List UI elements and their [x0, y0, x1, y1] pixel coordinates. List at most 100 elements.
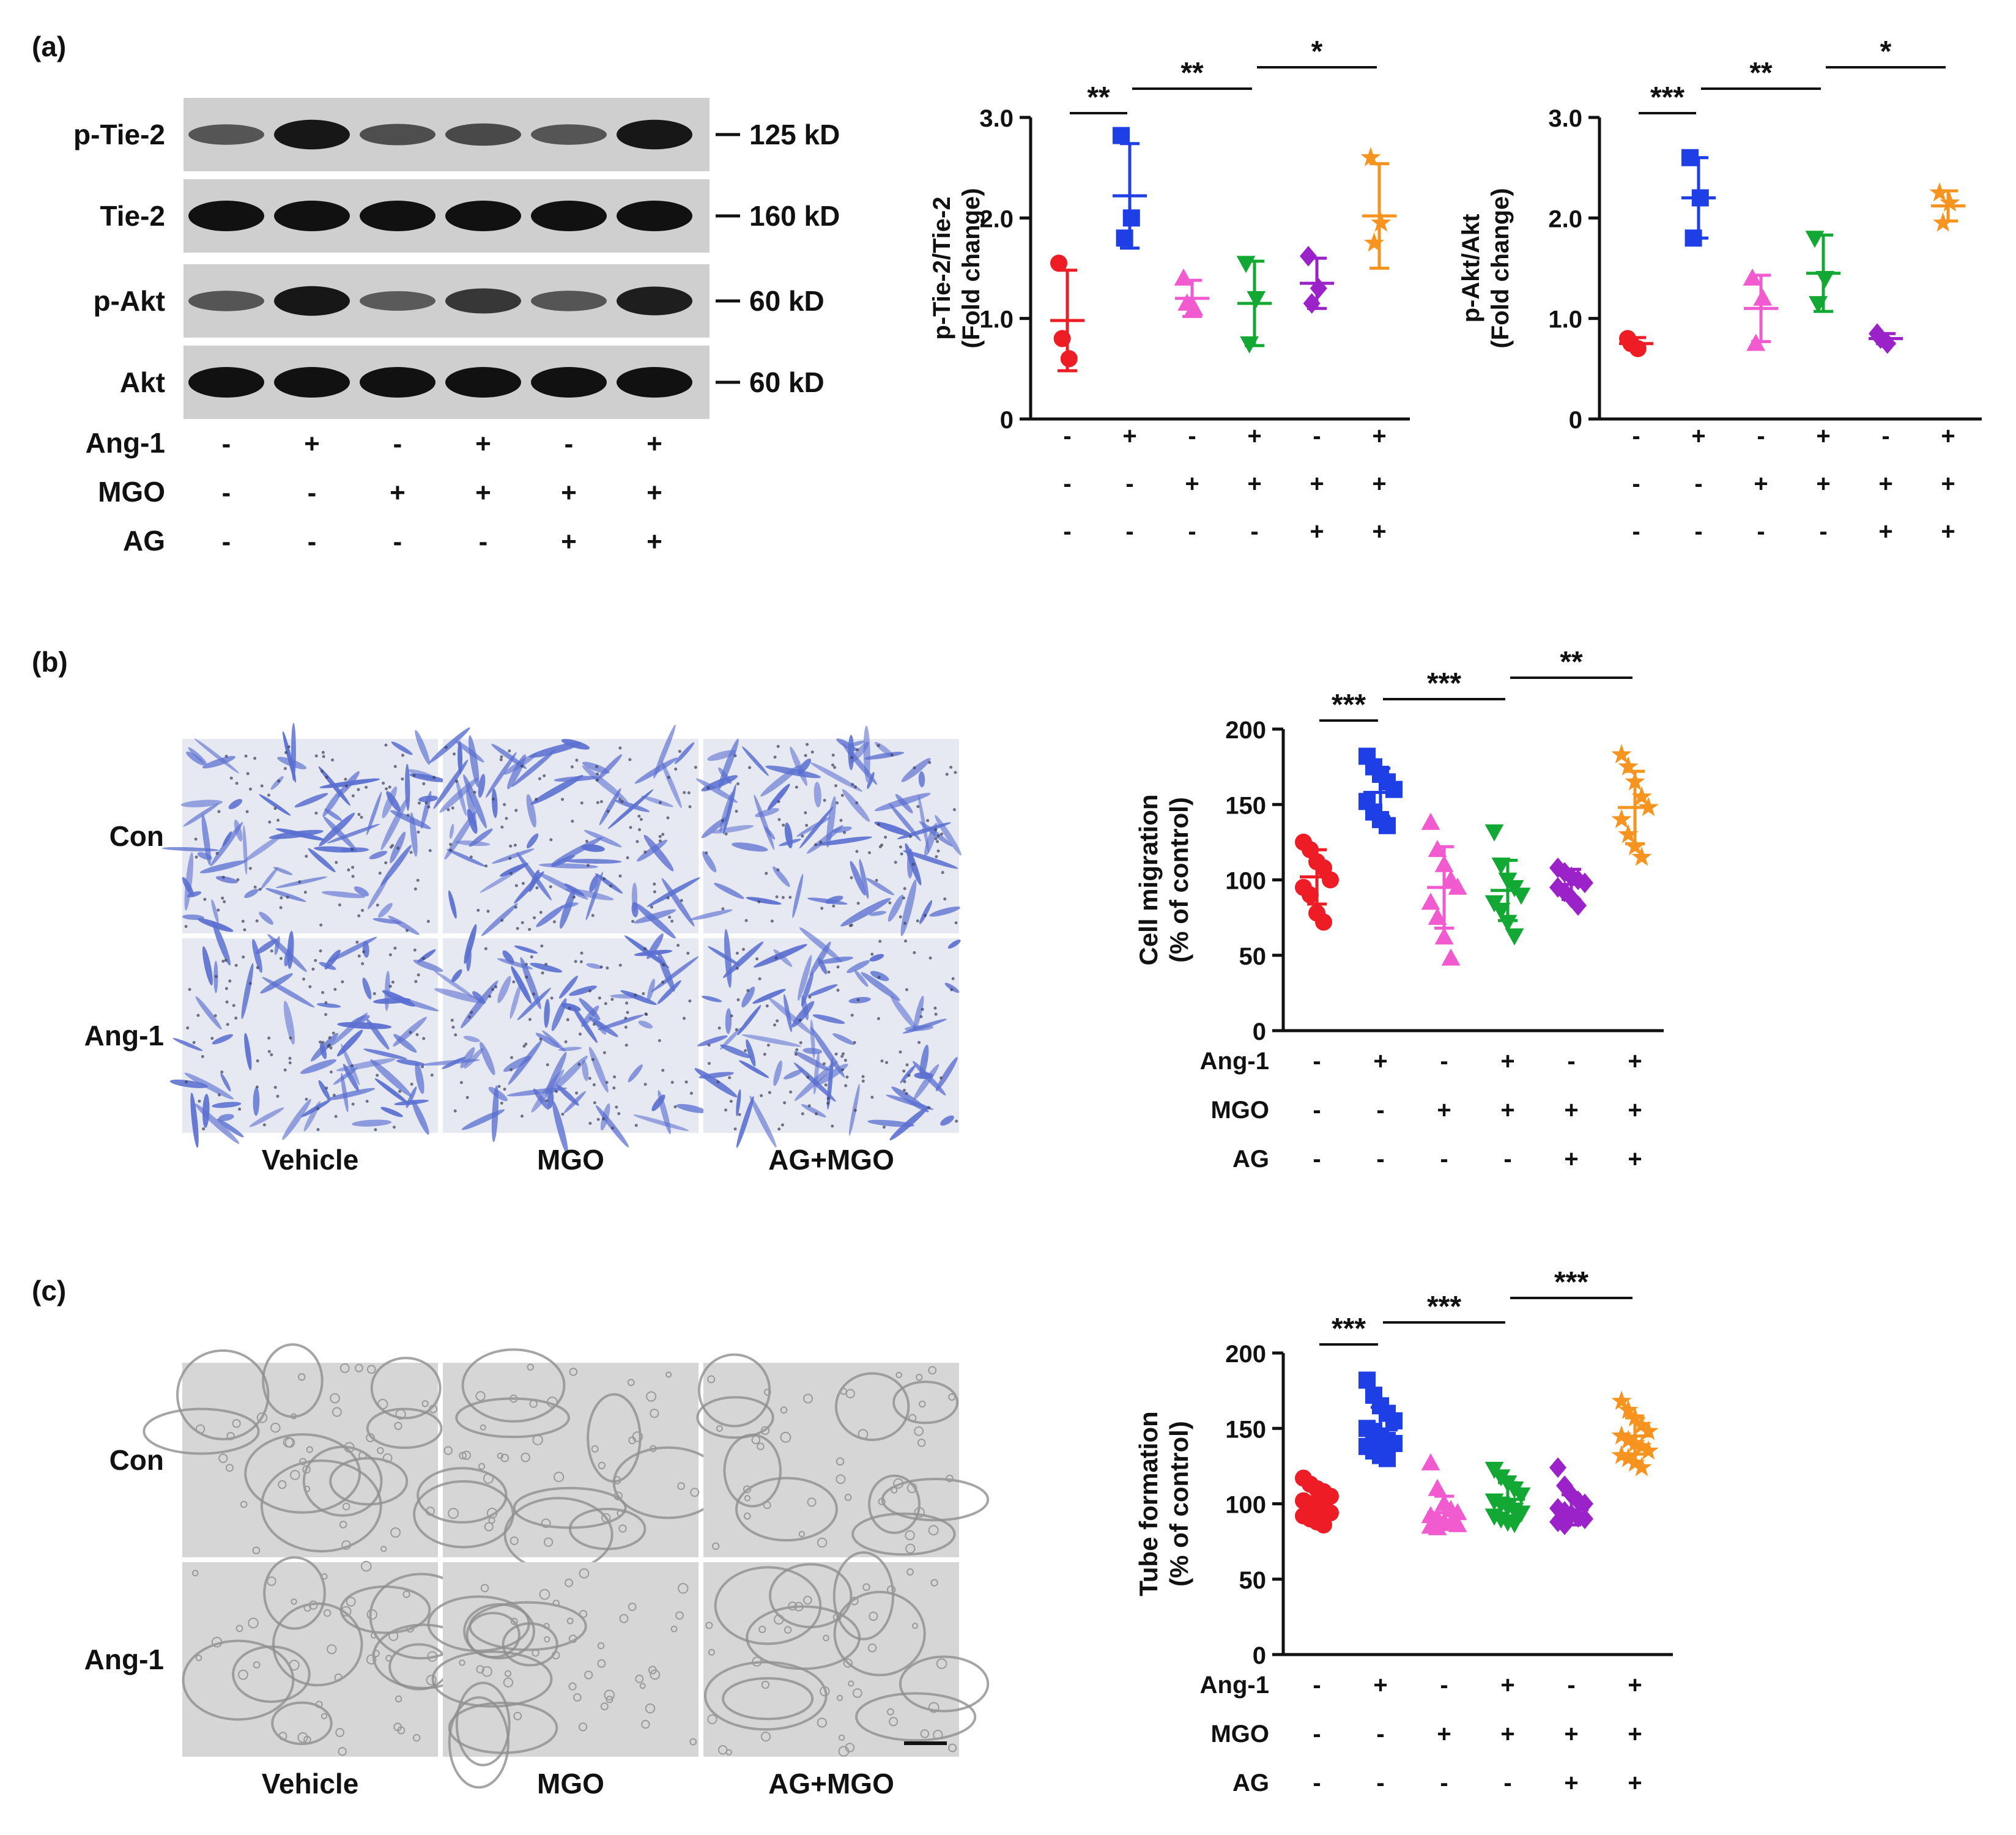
stained-cell [739, 1060, 769, 1078]
stained-cell [643, 834, 674, 872]
cell-cluster [893, 1478, 904, 1489]
pore-dot [836, 801, 839, 805]
stained-cell [869, 911, 887, 916]
pore-dot [605, 1081, 609, 1084]
cell-cluster [820, 1686, 830, 1697]
pore-dot [688, 999, 692, 1003]
cell-cluster [459, 1659, 465, 1666]
treatment-sign: - [1063, 518, 1071, 545]
pore-dot [468, 1015, 472, 1019]
cell-cluster [916, 1374, 923, 1381]
stained-cell [854, 970, 869, 987]
tube-loop [417, 1467, 508, 1524]
cell-cluster [480, 1584, 489, 1593]
stained-cell [184, 852, 194, 911]
image-row-label: Ang-1 [84, 1644, 164, 1675]
pore-dot [728, 1076, 732, 1080]
stained-cell [308, 848, 336, 873]
tube-image-grid: Con Ang-1 Vehicle MGO AG+MGO [84, 1343, 990, 1800]
y-axis-label: Cell migration [1134, 794, 1163, 965]
stained-cell [463, 774, 487, 829]
pore-dot [288, 1056, 292, 1060]
stained-cell [817, 836, 872, 846]
pore-dot [198, 1099, 201, 1103]
cell-cluster [763, 1501, 771, 1510]
pore-dot [884, 836, 888, 839]
cell-cluster [267, 1576, 276, 1586]
tube-loop [465, 1612, 521, 1659]
cell-cluster [708, 1648, 715, 1656]
cell-cluster [598, 1461, 606, 1470]
tube-loop [143, 1407, 260, 1455]
data-point [1053, 330, 1071, 347]
pore-dot [814, 843, 818, 847]
pore-dot [916, 919, 919, 923]
tube-loop [244, 1433, 361, 1514]
pore-dot [586, 864, 590, 867]
cell-cluster [836, 1474, 846, 1485]
pore-dot [575, 758, 579, 762]
data-point [1322, 871, 1339, 889]
stained-cell [514, 945, 538, 954]
cell-cluster [488, 1516, 495, 1524]
pore-dot [253, 885, 257, 889]
pore-dot [834, 1052, 838, 1056]
pore-dot [911, 862, 915, 866]
data-point [1631, 1414, 1652, 1434]
pore-dot [916, 805, 920, 809]
cell-cluster [597, 1642, 605, 1650]
pore-dot [820, 906, 824, 910]
pore-dot [841, 1052, 845, 1056]
pore-dot [568, 1006, 571, 1010]
y-tick-label: 2.0 [1548, 206, 1582, 232]
data-point [1618, 824, 1639, 843]
pore-dot [508, 856, 512, 860]
pore-dot [516, 927, 519, 930]
pore-dot [856, 902, 860, 905]
pore-dot [733, 1127, 737, 1131]
data-point [1358, 1371, 1376, 1389]
pore-dot [934, 837, 938, 840]
stained-cell [697, 1035, 728, 1047]
stained-cell [228, 799, 243, 809]
stained-cell [694, 1068, 738, 1098]
cell-cluster [297, 1373, 306, 1381]
pore-dot [674, 767, 678, 771]
pore-dot [451, 1025, 455, 1029]
stained-cell [582, 1060, 589, 1081]
treatment-sign: - [1694, 518, 1702, 545]
data-point [1177, 293, 1196, 311]
pore-dot [365, 1100, 369, 1103]
pore-dot [834, 784, 838, 788]
pore-dot [412, 774, 416, 777]
stained-cell [799, 927, 843, 963]
pore-dot [836, 965, 840, 969]
stained-cell [503, 1056, 532, 1072]
treatment-row-label: AG [1232, 1146, 1269, 1173]
pore-dot [682, 1017, 686, 1020]
pore-dot [430, 1073, 434, 1077]
stained-cell [848, 996, 871, 1004]
pore-dot [270, 949, 273, 953]
stained-cell [464, 924, 477, 964]
cell-cluster [627, 1379, 635, 1387]
treatment-sign: - [1313, 1097, 1321, 1124]
treatment-sign: - [1125, 470, 1133, 497]
stained-cell [628, 1064, 643, 1083]
image-column-label: Vehicle [262, 1768, 359, 1800]
micrograph-tile [413, 1348, 724, 1573]
stained-cell [458, 740, 463, 775]
cell-cluster [211, 1636, 223, 1648]
pore-dot [598, 996, 601, 1000]
stained-cell [380, 1107, 403, 1118]
tube-loop [455, 1397, 570, 1439]
stained-cell [690, 909, 733, 921]
stained-cell [579, 998, 601, 1020]
stained-cell [810, 762, 863, 792]
pore-dot [870, 1095, 874, 1099]
pore-dot [744, 1049, 747, 1053]
blot-band [445, 367, 521, 398]
data-point [1625, 1407, 1645, 1427]
cell-cluster [641, 1719, 650, 1729]
pore-dot [684, 1080, 688, 1084]
